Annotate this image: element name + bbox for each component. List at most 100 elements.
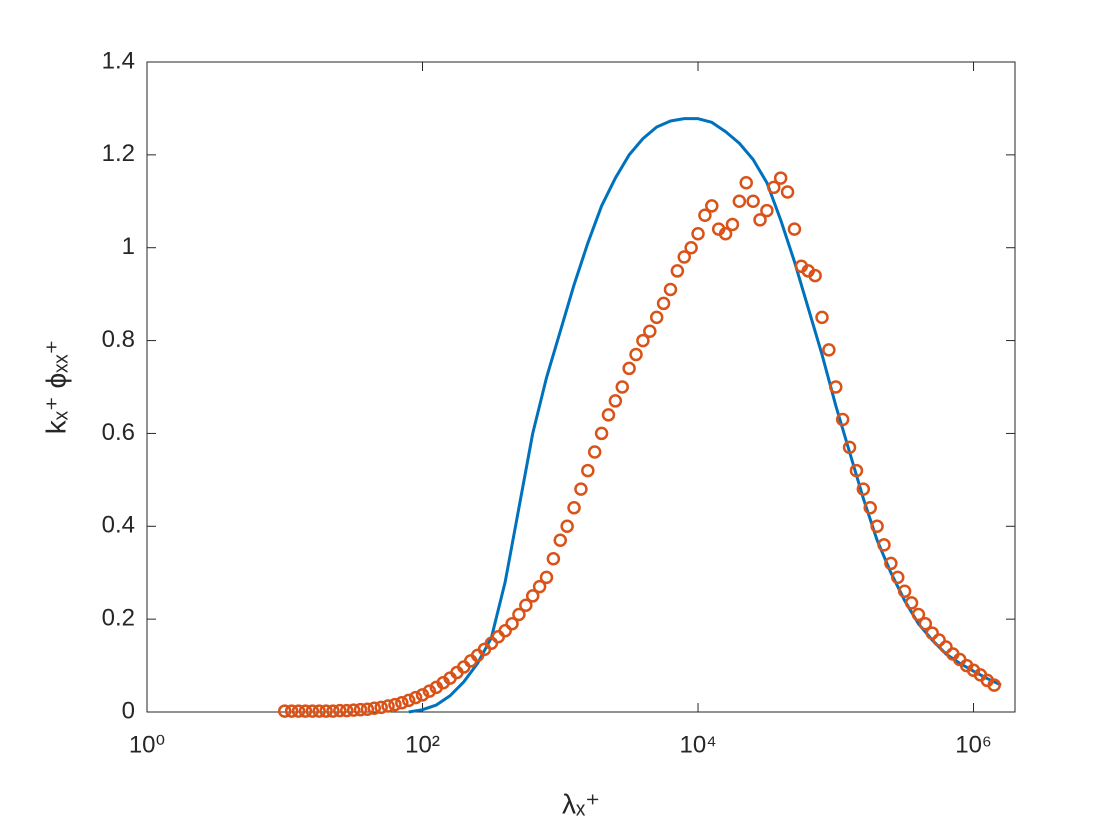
y-tick-label: 1.4: [102, 47, 135, 74]
scatter-point: [346, 703, 361, 717]
scatter-point: [532, 579, 547, 594]
scatter-point: [705, 199, 719, 213]
y-tick-label: 0.2: [102, 604, 135, 631]
scatter-point: [312, 704, 326, 718]
scatter-point: [574, 482, 588, 496]
scatter-point: [760, 203, 774, 218]
scatter-point: [512, 607, 526, 622]
scatter-point: [904, 596, 919, 610]
scatter-point: [291, 704, 306, 718]
scatter-point: [581, 463, 595, 478]
scatter-point: [897, 584, 912, 599]
scatter-point: [691, 227, 705, 241]
scatter-point: [677, 250, 691, 264]
scatter-point: [856, 482, 871, 496]
scatter-point: [684, 240, 698, 255]
scatter-point: [698, 208, 712, 222]
scatter-point: [891, 570, 905, 585]
scatter-point: [815, 310, 829, 325]
y-tick-label: 0: [122, 697, 135, 724]
scatter-point: [498, 624, 512, 638]
scatter-point: [629, 347, 643, 362]
scatter-point: [408, 690, 423, 705]
scatter-point: [326, 704, 340, 718]
scatter-point: [305, 704, 320, 718]
scatter-point: [987, 678, 1001, 692]
x-tick-label: 10⁶: [955, 731, 992, 758]
scatter-point: [718, 227, 733, 241]
scatter-point: [835, 412, 850, 427]
scatter-point: [298, 704, 313, 718]
scatter-point: [615, 380, 629, 394]
scatter-point: [319, 704, 333, 718]
scatter-point: [656, 296, 671, 311]
scatter-point: [636, 333, 650, 348]
x-tick-label: 10²: [405, 731, 440, 758]
scatter-point: [643, 324, 657, 339]
scatter-point: [884, 556, 898, 571]
scatter-point: [773, 171, 788, 185]
y-axis-label: kₓ⁺ ϕₓₓ⁺: [40, 340, 71, 435]
scatter-point: [339, 703, 354, 718]
scatter-point: [870, 519, 884, 534]
scatter-point: [746, 194, 760, 209]
scatter-point: [787, 222, 802, 236]
scatter-point: [553, 533, 568, 547]
scatter-point: [808, 268, 822, 283]
scatter-point: [842, 440, 857, 455]
scatter-point: [505, 617, 519, 631]
scatter-point: [601, 408, 616, 422]
scatter-point: [877, 538, 891, 552]
scatter-point: [333, 703, 347, 718]
x-tick-label: 10⁰: [129, 731, 165, 758]
scatter-point: [422, 684, 437, 698]
scatter-point: [753, 213, 767, 227]
x-tick-label: 10⁴: [680, 731, 717, 758]
scatter-point: [932, 633, 946, 647]
scatter-point: [546, 552, 561, 566]
scatter-point: [353, 702, 368, 717]
scatter-point: [939, 640, 953, 654]
scatter-point: [278, 704, 292, 718]
scatter-point: [284, 704, 299, 718]
scatter-point: [918, 617, 933, 631]
scatter-point: [381, 699, 395, 713]
scatter-point: [395, 695, 409, 710]
scatter-point: [587, 445, 602, 459]
scatter-point: [925, 626, 939, 640]
scatter-point: [725, 217, 740, 232]
scatter-point: [374, 700, 388, 715]
scatter-point: [649, 310, 664, 325]
scatter-point: [360, 702, 375, 716]
scatter-point: [519, 598, 533, 612]
scatter-point: [539, 570, 554, 585]
scatter-point: [401, 693, 416, 708]
scatter-point: [767, 180, 781, 195]
axes-box: [146, 61, 1016, 713]
scatter-point: [567, 500, 581, 515]
scatter-point: [594, 426, 609, 441]
x-axis-label: λₓ⁺: [562, 788, 600, 819]
scatter-point: [622, 361, 636, 376]
scatter-point: [911, 607, 926, 622]
scatter-point: [670, 264, 685, 278]
scatter-point: [863, 500, 877, 515]
scatter-point: [388, 697, 402, 712]
scatter-point: [739, 175, 753, 190]
y-tick-label: 0.6: [102, 419, 135, 446]
scatter-point: [663, 282, 678, 297]
scatter-point: [560, 519, 574, 534]
scatter-point: [415, 688, 430, 702]
scatter-point: [829, 380, 843, 394]
scatter-point: [608, 394, 623, 408]
y-tick-label: 0.8: [102, 326, 135, 353]
scatter-point: [367, 701, 382, 716]
y-tick-label: 0.4: [102, 512, 135, 539]
y-tick-label: 1: [122, 233, 135, 260]
scatter-point: [822, 343, 836, 357]
scatter-point: [780, 185, 795, 199]
scatter-point: [849, 463, 864, 478]
scatter-point: [732, 194, 747, 209]
y-tick-label: 1.2: [102, 140, 135, 167]
